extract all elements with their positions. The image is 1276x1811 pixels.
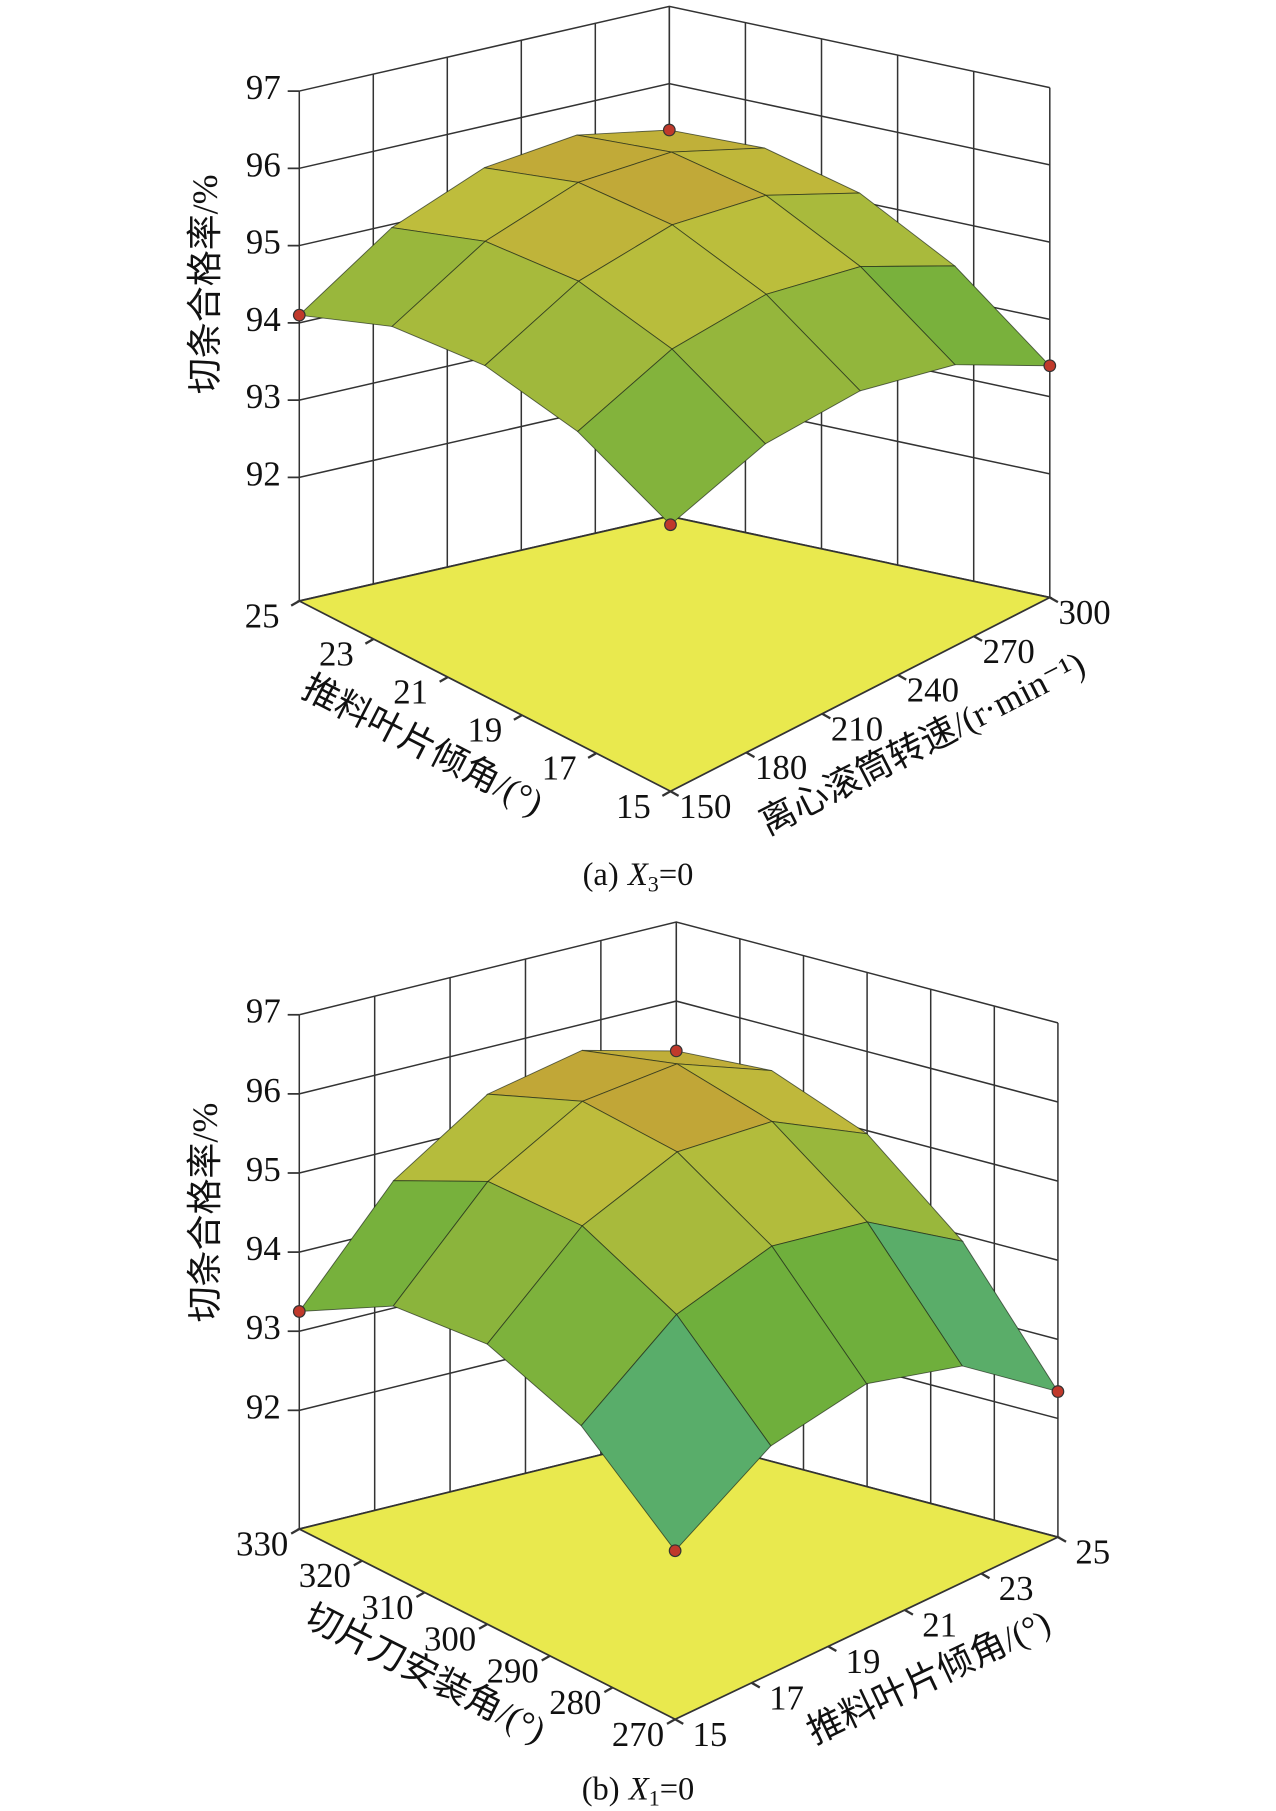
caption-subscript: 1: [649, 1786, 660, 1811]
y-tick: [980, 1572, 991, 1580]
x-tick: [364, 638, 375, 645]
y-tick-label: 150: [679, 787, 731, 826]
caption: (a) X3=0: [583, 858, 694, 897]
caption-text: =0: [660, 1772, 695, 1808]
x-tick-label: 19: [467, 711, 502, 750]
x-tick: [290, 599, 300, 607]
z-tick-label: 95: [246, 1150, 281, 1189]
grid-line: [299, 921, 1059, 1024]
design-point: [669, 1044, 683, 1058]
z-axis-title: 切条合格率/%: [185, 1103, 225, 1323]
y-tick: [827, 1645, 837, 1653]
z-tick-label: 97: [246, 992, 281, 1031]
z-tick-label: 93: [246, 1308, 281, 1347]
design-point: [664, 518, 677, 532]
design-point: [1051, 1385, 1065, 1398]
x-tick: [478, 1623, 488, 1630]
z-tick-label: 94: [246, 1229, 281, 1268]
z-tick-label: 92: [246, 1387, 281, 1426]
x-tick-label: 270: [612, 1715, 664, 1754]
y-tick: [1057, 1536, 1067, 1543]
y-tick-label: 17: [769, 1678, 804, 1717]
y-tick: [904, 1608, 914, 1616]
y-tick-label: 25: [1075, 1533, 1110, 1572]
z-tick-label: 96: [246, 1071, 281, 1110]
design-point: [662, 123, 676, 137]
x-tick-label: 290: [487, 1651, 539, 1690]
x-tick-label: 17: [542, 749, 577, 788]
caption-label: (b): [582, 1772, 620, 1808]
x-tick: [661, 790, 672, 797]
x-tick: [415, 1591, 426, 1599]
caption-text: =0: [659, 858, 694, 894]
y-tick-label: 15: [693, 1715, 728, 1754]
x-tick-label: 310: [361, 1588, 413, 1627]
y-tick-label: 23: [999, 1569, 1034, 1608]
z-tick-label: 97: [246, 68, 281, 107]
z-tick-label: 93: [246, 377, 281, 416]
z-tick-label: 96: [246, 145, 281, 184]
x-tick: [290, 1527, 300, 1535]
caption-subscript: 3: [648, 871, 659, 896]
caption-variable: X: [627, 1772, 650, 1808]
x-tick-label: 280: [549, 1683, 601, 1722]
x-tick: [603, 1686, 614, 1694]
y-tick: [821, 712, 831, 720]
surface-plot: 92 93 94 95 96 97 150 180 210 240 270 300 15 17 19 21 23…: [185, 5, 1111, 897]
y-tick-label: 180: [755, 748, 807, 787]
y-tick: [669, 790, 680, 797]
y-tick-label: 270: [983, 632, 1035, 671]
x-tick-label: 300: [424, 1620, 476, 1659]
x-tick-label: 330: [236, 1525, 288, 1564]
z-tick-label: 94: [246, 300, 281, 339]
y-tick-label: 210: [831, 709, 883, 748]
x-tick: [541, 1654, 551, 1662]
x-tick-label: 25: [245, 597, 280, 636]
y-tick-label: 19: [846, 1642, 881, 1681]
x-tick: [353, 1559, 363, 1567]
x-tick: [439, 676, 449, 683]
x-tick: [513, 714, 523, 721]
y-tick-label: 300: [1058, 593, 1110, 632]
z-axis-title: 切条合格率/%: [185, 174, 225, 394]
caption-variable: X: [626, 858, 649, 894]
z-tick-label: 92: [246, 454, 281, 493]
x-tick: [587, 752, 597, 759]
design-point: [668, 1544, 682, 1558]
x-tick-label: 21: [393, 673, 428, 712]
x-tick-label: 320: [299, 1556, 351, 1595]
x-tick: [666, 1718, 676, 1725]
y-tick-label: 21: [922, 1606, 957, 1645]
z-tick-label: 95: [246, 223, 281, 262]
y-tick: [751, 1681, 761, 1689]
x-tick-label: 23: [319, 635, 354, 674]
y-tick-label: 240: [907, 671, 959, 710]
design-point: [292, 1305, 306, 1318]
surface-cell: [577, 348, 767, 526]
y-tick: [674, 1718, 684, 1725]
surface-cell: [580, 1313, 772, 1552]
y-tick: [897, 674, 907, 681]
y-tick: [973, 635, 983, 642]
design-point: [1043, 359, 1057, 373]
x-tick-label: 15: [616, 787, 651, 826]
design-point: [292, 308, 306, 322]
grid-line: [299, 5, 1050, 92]
y-tick: [745, 751, 756, 759]
caption: (b) X1=0: [582, 1772, 695, 1811]
caption-label: (a): [583, 858, 619, 894]
surface-plot: 92 93 94 95 96 97 15 17 19 21 23 25 270 280 290 300 310 3…: [185, 921, 1110, 1811]
y-tick: [1049, 596, 1059, 604]
